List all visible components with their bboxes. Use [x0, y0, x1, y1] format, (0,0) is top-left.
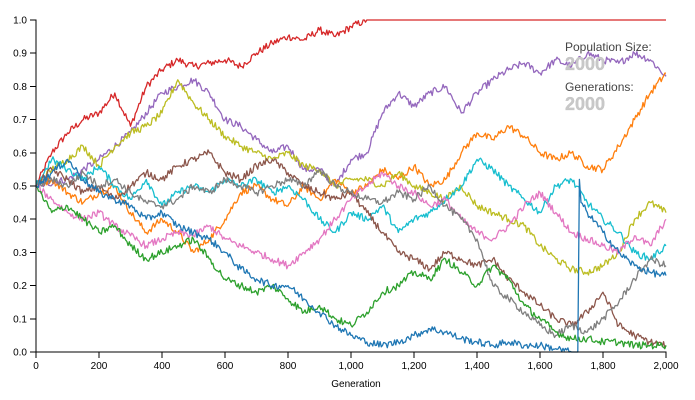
- x-tick-label: 800: [280, 361, 297, 372]
- x-tick-label: 1,000: [338, 361, 363, 372]
- y-tick-label: 0.7: [13, 115, 27, 126]
- generations-label: Generations:: [565, 80, 634, 94]
- x-axis: 0 200 400 600 800 1,000 1,200 1,400 1,600 1,800 2,…: [33, 351, 679, 372]
- x-tick-label: 2,000: [653, 361, 678, 372]
- population-size-label: Population Size:: [565, 40, 652, 54]
- series-line-1: [35, 19, 666, 187]
- series-line-7: [35, 171, 667, 270]
- y-tick-label: 0.5: [13, 182, 27, 193]
- x-tick-label: 200: [91, 361, 108, 372]
- population-size-value: 2000: [565, 54, 605, 74]
- y-tick-label: 0.2: [13, 281, 27, 292]
- x-tick-label: 400: [154, 361, 171, 372]
- series-line-5: [35, 156, 667, 262]
- series-line-2: [35, 50, 667, 188]
- y-axis: 0.0 0.1 0.2 0.3 0.4 0.5 0.6 0.7 0.8 0.9 1.0: [13, 16, 37, 359]
- y-tick-label: 0.4: [13, 215, 27, 226]
- y-tick-label: 0.3: [13, 248, 27, 259]
- x-tick-label: 1,600: [527, 361, 552, 372]
- y-tick-label: 0.0: [13, 348, 27, 359]
- x-tick-label: 1,800: [590, 361, 615, 372]
- series-line-10: [35, 158, 667, 353]
- info-panel: Population Size: 2000 Generations: 2000: [565, 40, 652, 114]
- x-tick-label: 600: [217, 361, 234, 372]
- y-tick-label: 0.6: [13, 148, 27, 159]
- series-line-9: [35, 185, 667, 350]
- y-tick-label: 0.1: [13, 314, 27, 325]
- x-tick-label: 1,400: [464, 361, 489, 372]
- y-tick-label: 0.8: [13, 82, 27, 93]
- series-layer: [35, 19, 667, 353]
- x-axis-title: Generation: [331, 379, 380, 390]
- series-line-8: [35, 168, 667, 339]
- x-tick-label: 1,200: [401, 361, 426, 372]
- x-tick-label: 0: [33, 361, 39, 372]
- series-line-4: [35, 79, 667, 276]
- y-tick-label: 1.0: [13, 16, 27, 27]
- y-tick-label: 0.9: [13, 49, 27, 60]
- generations-value: 2000: [565, 94, 605, 114]
